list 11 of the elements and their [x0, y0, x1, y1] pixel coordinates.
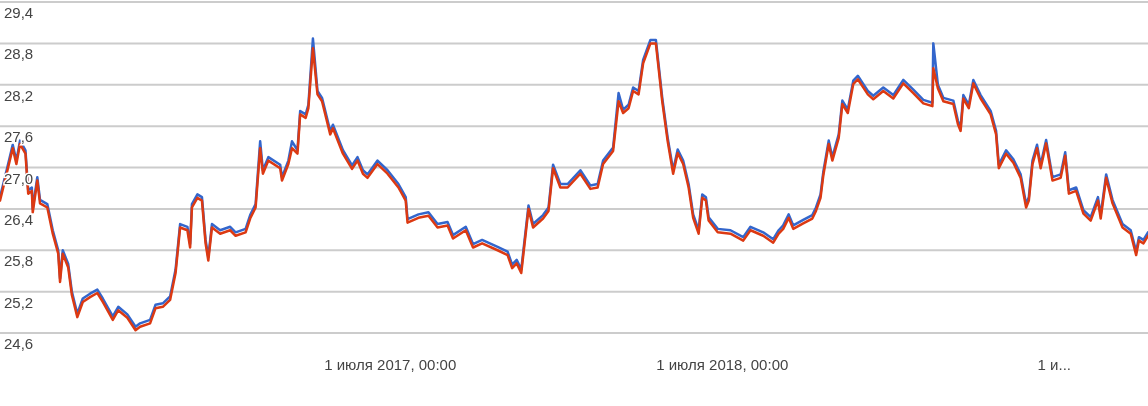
- y-tick-label: 29,4: [4, 4, 34, 21]
- y-tick-label: 24,6: [4, 335, 34, 352]
- y-tick-label: 26,4: [4, 210, 34, 228]
- y-tick-label: 25,8: [4, 252, 34, 270]
- x-tick-label: 1 июля 2017, 00:00: [324, 356, 457, 373]
- x-tick-label: 1 и...: [1037, 356, 1072, 373]
- y-tick-label: 28,2: [4, 86, 34, 104]
- x-tick-label: 1 июля 2018, 00:00: [656, 356, 789, 373]
- y-tick-label: 28,8: [4, 45, 34, 63]
- y-tick-label: 27,6: [4, 128, 34, 146]
- y-tick-label: 25,2: [4, 293, 34, 311]
